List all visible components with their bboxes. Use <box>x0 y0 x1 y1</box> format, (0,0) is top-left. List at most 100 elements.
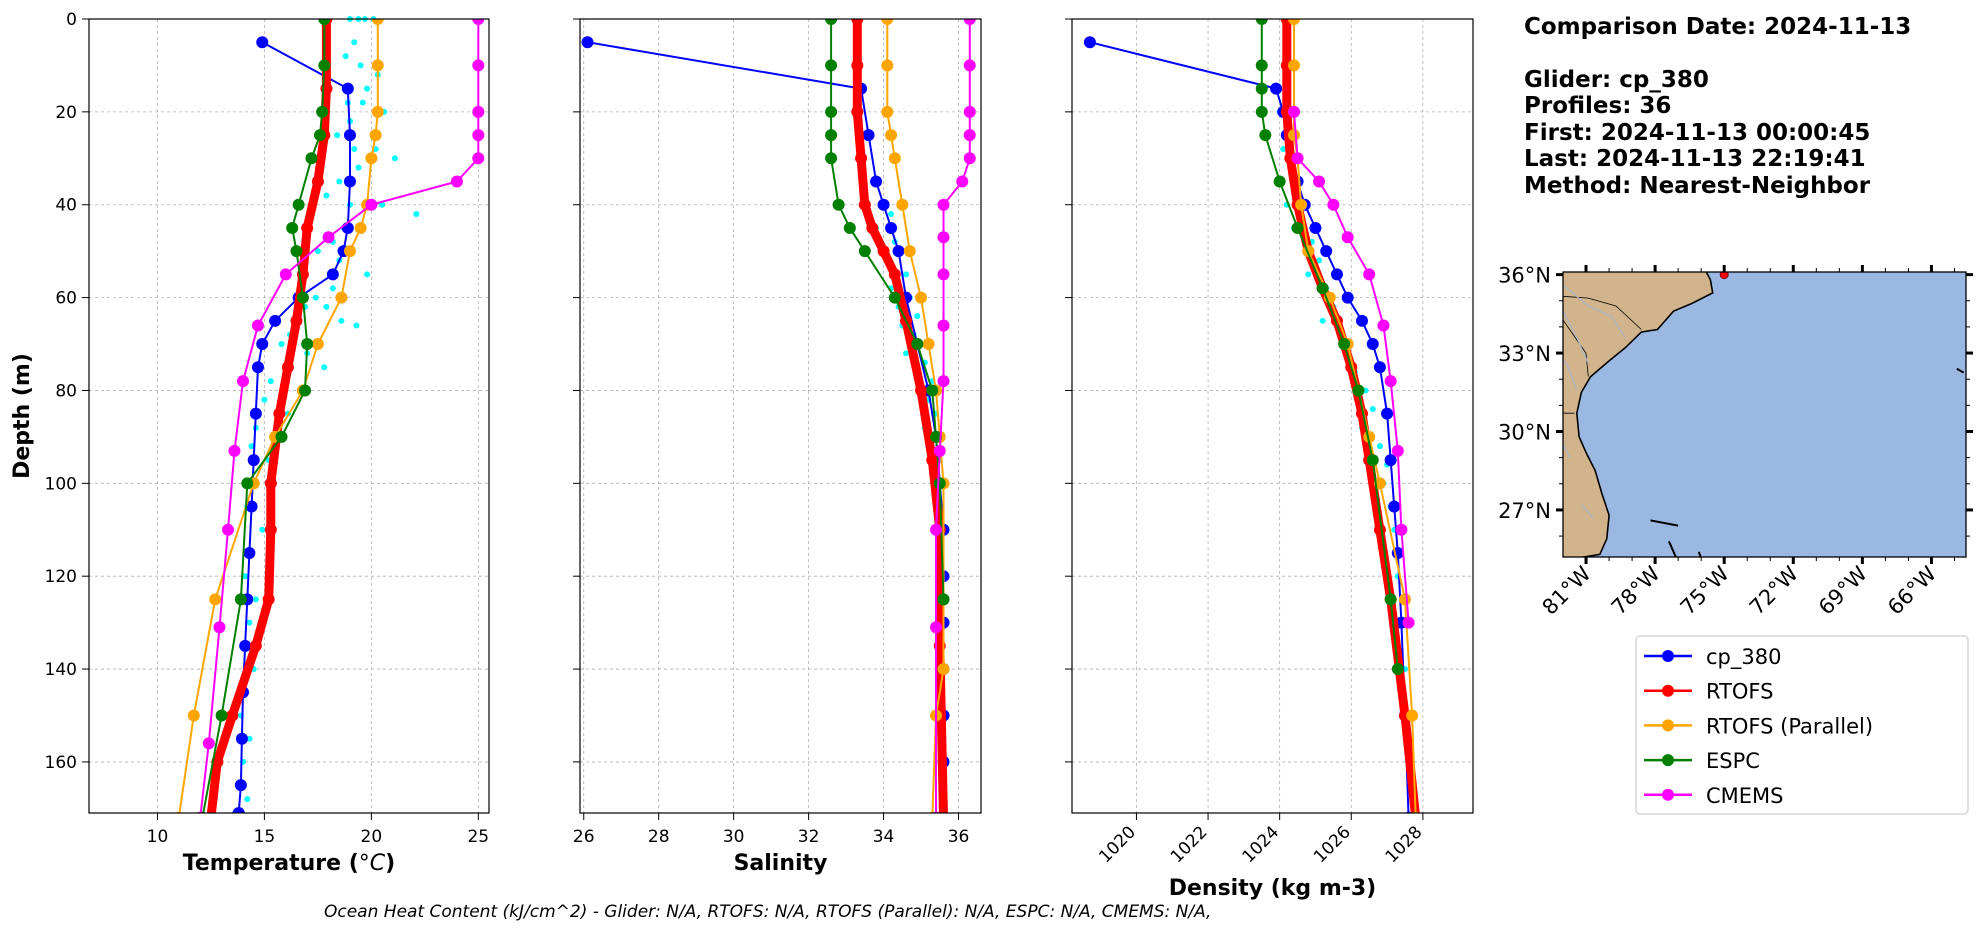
river <box>1563 358 1578 390</box>
series-marker <box>1352 384 1365 397</box>
series-marker <box>1255 105 1268 118</box>
scatter-point <box>353 322 360 329</box>
comparison-date: Comparison Date: 2024-11-13 <box>1524 14 1912 40</box>
x-tick-label: 1028 <box>1382 822 1427 867</box>
series-marker <box>870 175 883 188</box>
series-marker <box>301 221 314 234</box>
series-marker <box>926 454 939 467</box>
legend-label: RTOFS <box>1706 680 1773 704</box>
x-tick-label: 15 <box>254 827 276 847</box>
series-marker <box>314 129 327 142</box>
series-marker <box>855 152 868 165</box>
series-marker <box>1255 19 1268 25</box>
series-marker <box>858 198 871 211</box>
series-marker <box>1381 407 1394 420</box>
series-marker <box>915 384 928 397</box>
scatter-point <box>336 178 343 185</box>
scatter-point <box>278 341 285 348</box>
density-series <box>1083 19 1420 813</box>
series-marker <box>251 361 264 374</box>
series-marker <box>318 19 331 25</box>
first-time: First: 2024-11-13 00:00:45 <box>1524 119 1871 146</box>
scatter-point <box>413 211 420 218</box>
series-marker <box>343 175 356 188</box>
series-marker <box>877 198 890 211</box>
series-marker <box>885 221 898 234</box>
series-marker <box>963 105 976 118</box>
series-marker <box>228 444 241 457</box>
series-marker <box>581 36 594 49</box>
river <box>1563 310 1589 364</box>
series-marker <box>832 198 845 211</box>
legend: cp_380 RTOFS RTOFS (Parallel) ESPC CMEMS <box>1635 635 1969 815</box>
series-marker <box>1259 129 1272 142</box>
last-time: Last: 2024-11-13 22:19:41 <box>1524 146 1866 172</box>
series-marker <box>1313 175 1326 188</box>
series-marker <box>1406 709 1419 722</box>
series-marker <box>215 709 228 722</box>
map-area <box>1563 272 1966 557</box>
scatter-point <box>1280 146 1287 153</box>
series-line-cmems <box>199 19 480 813</box>
series-line-rtofs <box>852 19 948 813</box>
x-tick-label: 26 <box>573 827 595 847</box>
series-marker <box>937 231 950 244</box>
scatter-point <box>914 313 921 320</box>
series-marker <box>877 245 890 258</box>
scatter-point <box>359 99 366 106</box>
scatter-point <box>391 155 398 162</box>
series-marker <box>933 444 946 457</box>
series-marker <box>1384 593 1397 606</box>
series-marker <box>311 338 324 351</box>
density-frame <box>1071 18 1474 814</box>
series-marker <box>269 314 282 327</box>
series-marker <box>1384 375 1397 388</box>
series-marker <box>209 593 222 606</box>
series-marker <box>472 59 485 72</box>
series-marker <box>245 500 258 513</box>
series-marker <box>450 175 463 188</box>
lat-label: 36°N <box>1498 264 1551 288</box>
series-marker <box>825 152 838 165</box>
scatter-point <box>252 596 259 603</box>
river <box>1563 442 1571 458</box>
series-line-rtofs <box>206 19 331 813</box>
series-marker <box>956 175 969 188</box>
series-marker <box>326 268 339 281</box>
series-marker <box>1373 361 1386 374</box>
series-marker <box>1287 59 1300 72</box>
series-marker <box>187 709 200 722</box>
location-map: 36°N 33°N 30°N 27°N 81°W 78°W 75°W 72°W 69°W 66°W <box>1498 264 1973 620</box>
scatter-point <box>244 796 251 803</box>
series-marker <box>311 175 324 188</box>
series-marker <box>1291 152 1304 165</box>
series-marker <box>963 152 976 165</box>
scatter-point <box>1319 317 1326 324</box>
series-marker <box>1398 593 1411 606</box>
series-marker <box>888 152 901 165</box>
series-marker <box>256 338 269 351</box>
series-marker <box>825 105 838 118</box>
series-marker <box>1327 198 1340 211</box>
series-marker <box>1356 314 1369 327</box>
state-border <box>1563 412 1575 414</box>
series-marker <box>888 268 901 281</box>
island <box>1697 551 1702 557</box>
series-marker <box>892 245 905 258</box>
salinity-frame <box>579 18 982 814</box>
series-marker <box>915 291 928 304</box>
depth-ylabel: Depth (m) <box>10 353 35 479</box>
series-marker <box>1083 36 1096 49</box>
series-marker <box>926 384 939 397</box>
series-line-espc <box>202 19 326 813</box>
series-marker <box>843 221 856 234</box>
series-marker <box>249 639 262 652</box>
island <box>1650 519 1679 527</box>
scatter-point <box>246 735 253 742</box>
series-marker <box>354 221 367 234</box>
series-marker <box>937 663 950 676</box>
profile-count: Profiles: 36 <box>1524 93 1672 119</box>
series-marker <box>296 291 309 304</box>
series-marker <box>235 732 248 745</box>
series-marker <box>937 375 950 388</box>
